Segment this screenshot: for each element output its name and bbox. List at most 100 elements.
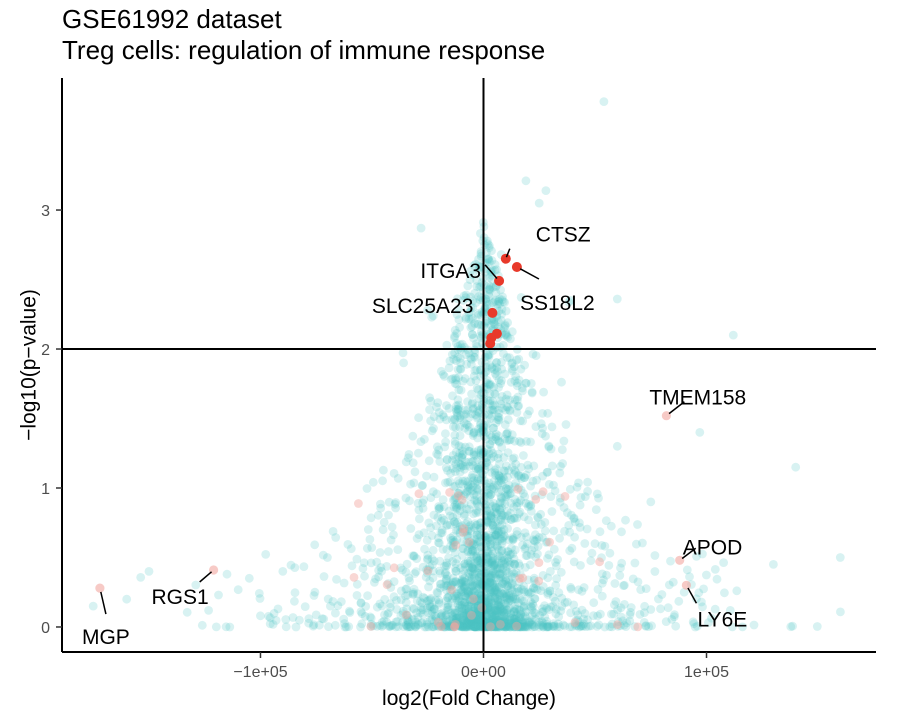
gene-point bbox=[462, 617, 472, 627]
gene-point bbox=[516, 462, 526, 472]
gene-point bbox=[441, 574, 451, 584]
gene-point bbox=[509, 534, 518, 543]
gene-point bbox=[495, 534, 505, 544]
gene-point bbox=[503, 332, 513, 342]
significant-gene-point bbox=[485, 338, 496, 349]
gene-point bbox=[483, 596, 493, 606]
faint-gene-point bbox=[518, 573, 528, 583]
gene-point bbox=[428, 622, 438, 632]
gene-point bbox=[412, 534, 422, 543]
gene-point bbox=[579, 619, 589, 629]
gene-point bbox=[402, 604, 412, 614]
gene-point bbox=[482, 384, 492, 394]
gene-point bbox=[487, 362, 497, 372]
gene-point bbox=[385, 622, 395, 632]
gene-point bbox=[477, 426, 487, 436]
gene-point bbox=[474, 589, 483, 599]
gene-point bbox=[324, 622, 333, 632]
gene-point bbox=[468, 431, 478, 440]
gene-point bbox=[462, 487, 472, 497]
gene-point bbox=[433, 512, 443, 522]
gene-point bbox=[470, 612, 479, 622]
gene-point bbox=[522, 622, 531, 632]
gene-point bbox=[281, 615, 291, 624]
gene-point bbox=[553, 555, 562, 564]
gene-point bbox=[468, 404, 478, 414]
gene-point bbox=[486, 576, 496, 586]
gene-point bbox=[509, 559, 519, 569]
faint-gene-point bbox=[486, 622, 495, 631]
gene-point bbox=[509, 453, 519, 463]
gene-point bbox=[401, 493, 411, 503]
gene-point bbox=[484, 285, 494, 294]
gene-point bbox=[498, 607, 508, 617]
gene-point bbox=[499, 556, 509, 565]
gene-point bbox=[597, 541, 607, 550]
gene-point bbox=[557, 593, 567, 603]
gene-point bbox=[463, 622, 473, 632]
faint-gene-point bbox=[467, 611, 476, 620]
gene-point bbox=[509, 470, 519, 479]
gene-point bbox=[456, 563, 465, 573]
gene-point bbox=[510, 572, 520, 582]
gene-point bbox=[674, 596, 684, 606]
gene-point bbox=[393, 545, 403, 554]
gene-point bbox=[436, 528, 446, 538]
gene-point bbox=[472, 606, 482, 616]
gene-point bbox=[694, 588, 704, 598]
gene-point bbox=[465, 590, 475, 600]
gene-point bbox=[359, 558, 369, 568]
gene-point bbox=[507, 578, 517, 588]
gene-point bbox=[469, 509, 478, 519]
gene-point bbox=[469, 371, 479, 381]
gene-point bbox=[587, 548, 597, 558]
gene-point bbox=[485, 585, 495, 595]
gene-point bbox=[427, 554, 437, 564]
gene-point bbox=[565, 622, 575, 632]
gene-point bbox=[508, 549, 518, 559]
gene-point bbox=[473, 614, 482, 624]
gene-point bbox=[474, 576, 483, 586]
gene-point bbox=[516, 496, 525, 505]
gene-point bbox=[489, 476, 499, 486]
gene-point bbox=[483, 622, 493, 632]
gene-point bbox=[435, 556, 445, 566]
gene-point bbox=[436, 621, 446, 631]
gene-point bbox=[489, 587, 499, 597]
gene-point bbox=[581, 622, 591, 631]
gene-point bbox=[439, 622, 449, 632]
gene-point bbox=[519, 603, 529, 613]
gene-point bbox=[422, 568, 432, 578]
gene-point bbox=[555, 468, 565, 478]
gene-point bbox=[494, 574, 503, 584]
gene-point bbox=[473, 622, 483, 632]
gene-point bbox=[475, 262, 484, 271]
gene-point bbox=[664, 580, 674, 590]
gene-point bbox=[496, 621, 506, 631]
gene-point bbox=[503, 581, 513, 591]
gene-point bbox=[463, 482, 473, 491]
gene-point bbox=[460, 582, 469, 592]
gene-point bbox=[487, 557, 496, 567]
gene-point bbox=[496, 379, 506, 388]
gene-point bbox=[501, 589, 511, 599]
gene-point bbox=[490, 390, 500, 399]
gene-point bbox=[507, 572, 517, 582]
gene-point bbox=[495, 569, 505, 579]
gene-point bbox=[458, 461, 468, 471]
gene-point bbox=[488, 571, 497, 581]
gene-point bbox=[437, 528, 447, 538]
gene-point bbox=[492, 509, 502, 518]
gene-point bbox=[439, 515, 449, 525]
gene-point bbox=[451, 567, 461, 576]
gene-point bbox=[490, 320, 500, 329]
gene-point bbox=[497, 486, 506, 495]
gene-point bbox=[424, 456, 434, 466]
gene-point bbox=[365, 612, 375, 622]
gene-point bbox=[496, 399, 506, 409]
gene-point bbox=[418, 605, 428, 614]
gene-point bbox=[492, 541, 502, 551]
gene-point bbox=[443, 593, 453, 603]
gene-point bbox=[467, 573, 477, 583]
